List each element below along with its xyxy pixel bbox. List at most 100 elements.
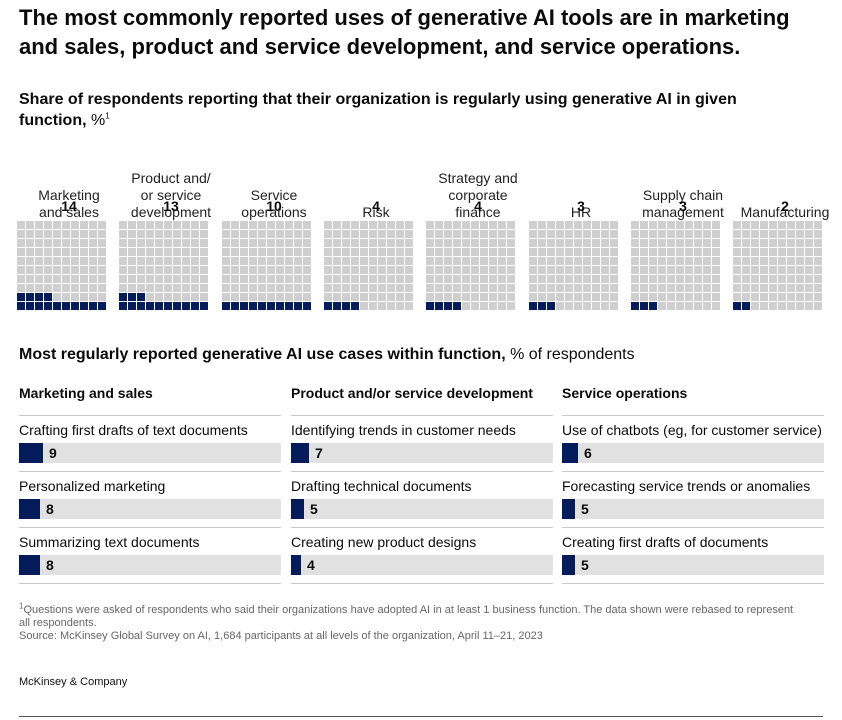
waffle-cell-empty bbox=[444, 230, 452, 238]
waffle-value-label: 3 bbox=[679, 198, 687, 214]
waffle-cell-empty bbox=[462, 248, 470, 256]
footnote-mark: 1 bbox=[105, 111, 110, 121]
waffle-cell-empty bbox=[778, 230, 786, 238]
waffle-cell-empty bbox=[146, 257, 154, 265]
waffle-cell-empty bbox=[231, 284, 239, 292]
waffle-cell-empty bbox=[231, 257, 239, 265]
waffle-cell-empty bbox=[805, 239, 813, 247]
waffle-cell-empty bbox=[191, 266, 199, 274]
waffle-cell-empty bbox=[249, 248, 257, 256]
waffle-category-label-line: Service bbox=[250, 187, 298, 203]
waffle-cell-empty bbox=[303, 275, 311, 283]
waffle-cell-empty bbox=[498, 230, 506, 238]
use-case-value-label: 5 bbox=[581, 557, 589, 573]
waffle-cell-empty bbox=[498, 284, 506, 292]
waffle-cell-empty bbox=[640, 239, 648, 247]
waffle-cell-empty bbox=[480, 230, 488, 238]
waffle-category-label-line: management bbox=[642, 204, 724, 220]
waffle-cell-empty bbox=[146, 275, 154, 283]
waffle-cell-empty bbox=[489, 266, 497, 274]
waffle-cell-empty bbox=[547, 248, 555, 256]
waffle-cell-empty bbox=[796, 284, 804, 292]
waffle-category-label-line: operations bbox=[241, 204, 307, 220]
waffle-cell-empty bbox=[796, 257, 804, 265]
use-cases-heading-unit: % of respondents bbox=[510, 346, 635, 363]
waffle-cell-empty bbox=[71, 248, 79, 256]
waffle-cell-empty bbox=[249, 275, 257, 283]
waffle-cell-empty bbox=[694, 221, 702, 229]
waffle-cell-empty bbox=[507, 257, 515, 265]
waffle-cell-empty bbox=[396, 248, 404, 256]
waffle-cell-empty bbox=[62, 266, 70, 274]
waffle-cell-empty bbox=[529, 248, 537, 256]
use-case-bar bbox=[19, 443, 43, 463]
waffle-cell-empty bbox=[583, 221, 591, 229]
waffle-cell-empty bbox=[601, 239, 609, 247]
waffle-cell-empty bbox=[703, 230, 711, 238]
waffle-cell-empty bbox=[342, 248, 350, 256]
waffle-cell-empty bbox=[396, 302, 404, 310]
waffle-cell-empty bbox=[164, 266, 172, 274]
waffle-cell-empty bbox=[592, 248, 600, 256]
waffle-cell-empty bbox=[538, 248, 546, 256]
waffle-cell-empty bbox=[164, 293, 172, 301]
waffle-cell-empty bbox=[80, 221, 88, 229]
waffle-cell-empty bbox=[814, 257, 822, 265]
waffle-cell-filled bbox=[35, 302, 43, 310]
waffle-cell-empty bbox=[26, 239, 34, 247]
waffle-cell-empty bbox=[667, 302, 675, 310]
waffle-cell-empty bbox=[814, 266, 822, 274]
waffle-cell-empty bbox=[538, 239, 546, 247]
waffle-cell-empty bbox=[556, 275, 564, 283]
waffle-cell-empty bbox=[778, 248, 786, 256]
waffle-cell-empty bbox=[222, 293, 230, 301]
waffle-cell-empty bbox=[240, 248, 248, 256]
waffle-cell-empty bbox=[529, 257, 537, 265]
waffle-cell-empty bbox=[507, 284, 515, 292]
waffle-cell-empty bbox=[333, 293, 341, 301]
waffle-cell-empty bbox=[62, 248, 70, 256]
waffle-cell-empty bbox=[703, 293, 711, 301]
waffle-cell-empty bbox=[128, 248, 136, 256]
waffle-cell-empty bbox=[712, 239, 720, 247]
waffle-cell-empty bbox=[164, 230, 172, 238]
waffle-cell-empty bbox=[240, 239, 248, 247]
waffle-cell-empty bbox=[462, 302, 470, 310]
waffle-cell-empty bbox=[80, 239, 88, 247]
waffle-cell-filled bbox=[222, 302, 230, 310]
waffle-cell-empty bbox=[231, 239, 239, 247]
waffle-cell-filled bbox=[649, 302, 657, 310]
waffle-cell-empty bbox=[480, 275, 488, 283]
use-case-bar-track: 7 bbox=[291, 443, 553, 463]
waffle-cell-empty bbox=[444, 239, 452, 247]
waffle-cell-empty bbox=[231, 248, 239, 256]
waffle-cell-empty bbox=[44, 257, 52, 265]
waffle-cell-empty bbox=[182, 284, 190, 292]
waffle-cell-empty bbox=[128, 257, 136, 265]
waffle-cell-empty bbox=[333, 239, 341, 247]
waffle-value-label: 3 bbox=[577, 198, 585, 214]
use-case-row: Summarizing text documents 8 bbox=[19, 527, 281, 584]
waffle-cell-empty bbox=[200, 257, 208, 265]
use-case-label: Forecasting service trends or anomalies bbox=[562, 478, 811, 494]
waffle-cell-empty bbox=[26, 230, 34, 238]
waffle-cell-empty bbox=[396, 293, 404, 301]
waffle-cell-empty bbox=[453, 266, 461, 274]
waffle-cell-empty bbox=[565, 239, 573, 247]
waffle-cell-empty bbox=[703, 275, 711, 283]
waffle-cell-empty bbox=[267, 230, 275, 238]
waffle-cell-empty bbox=[498, 248, 506, 256]
waffle-cell-empty bbox=[435, 284, 443, 292]
waffle-cell-empty bbox=[35, 230, 43, 238]
waffle-cell-empty bbox=[435, 221, 443, 229]
waffle-cell-empty bbox=[538, 284, 546, 292]
waffle-cell-empty bbox=[333, 284, 341, 292]
waffle-cell-empty bbox=[26, 284, 34, 292]
waffle-cell-empty bbox=[231, 230, 239, 238]
waffle-cell-empty bbox=[471, 248, 479, 256]
waffle-cell-empty bbox=[17, 221, 25, 229]
waffle-cell-empty bbox=[426, 230, 434, 238]
waffle-cell-empty bbox=[640, 230, 648, 238]
waffle-cell-empty bbox=[574, 257, 582, 265]
waffle-cell-filled bbox=[182, 302, 190, 310]
